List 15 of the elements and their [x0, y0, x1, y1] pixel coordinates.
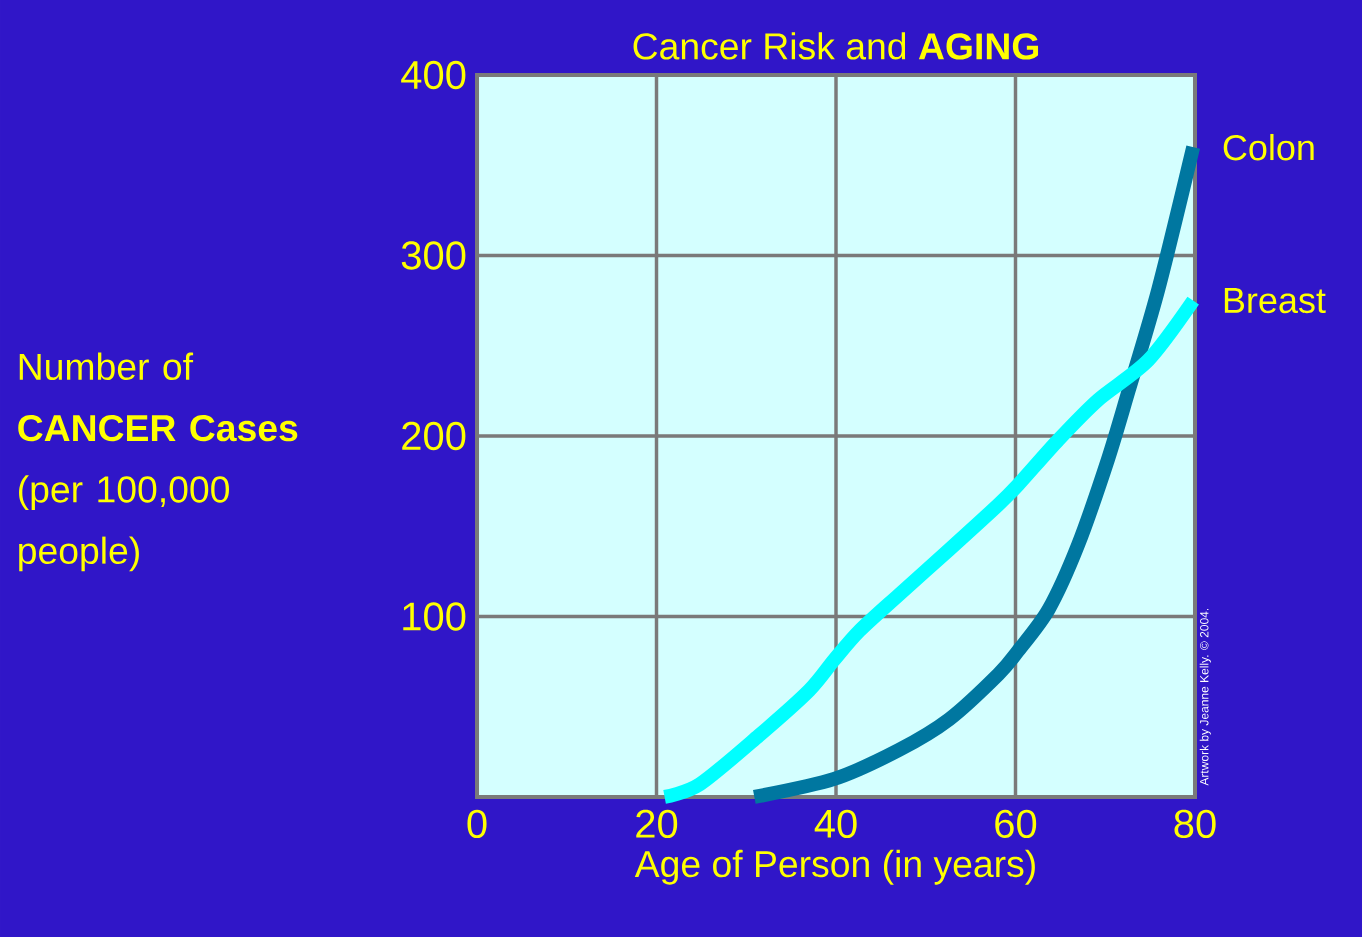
y-axis-title: Number of CANCER Cases (per 100,000 people)	[18, 352, 298, 572]
x-tick-label: 60	[995, 809, 1037, 839]
series-label: Colon	[1223, 133, 1314, 161]
y-tick-label: 300	[401, 241, 466, 270]
x-tick-label: 0	[467, 809, 487, 839]
x-tick-label: 80	[1174, 809, 1216, 839]
x-tick-label: 40	[814, 809, 857, 839]
x-axis-title: Age of Person (in years)	[634, 849, 1035, 885]
text: Artwork by Jeanne Kelly. © 2004.	[1199, 608, 1211, 786]
y-tick-label: 400	[401, 60, 466, 90]
y-tick-label: 100	[403, 602, 466, 631]
series-label: Breast	[1224, 288, 1326, 314]
chart-title: Cancer Risk and AGING	[633, 32, 1039, 60]
y-tick-label: 200	[402, 421, 466, 451]
x-tick-label: 20	[636, 809, 678, 839]
